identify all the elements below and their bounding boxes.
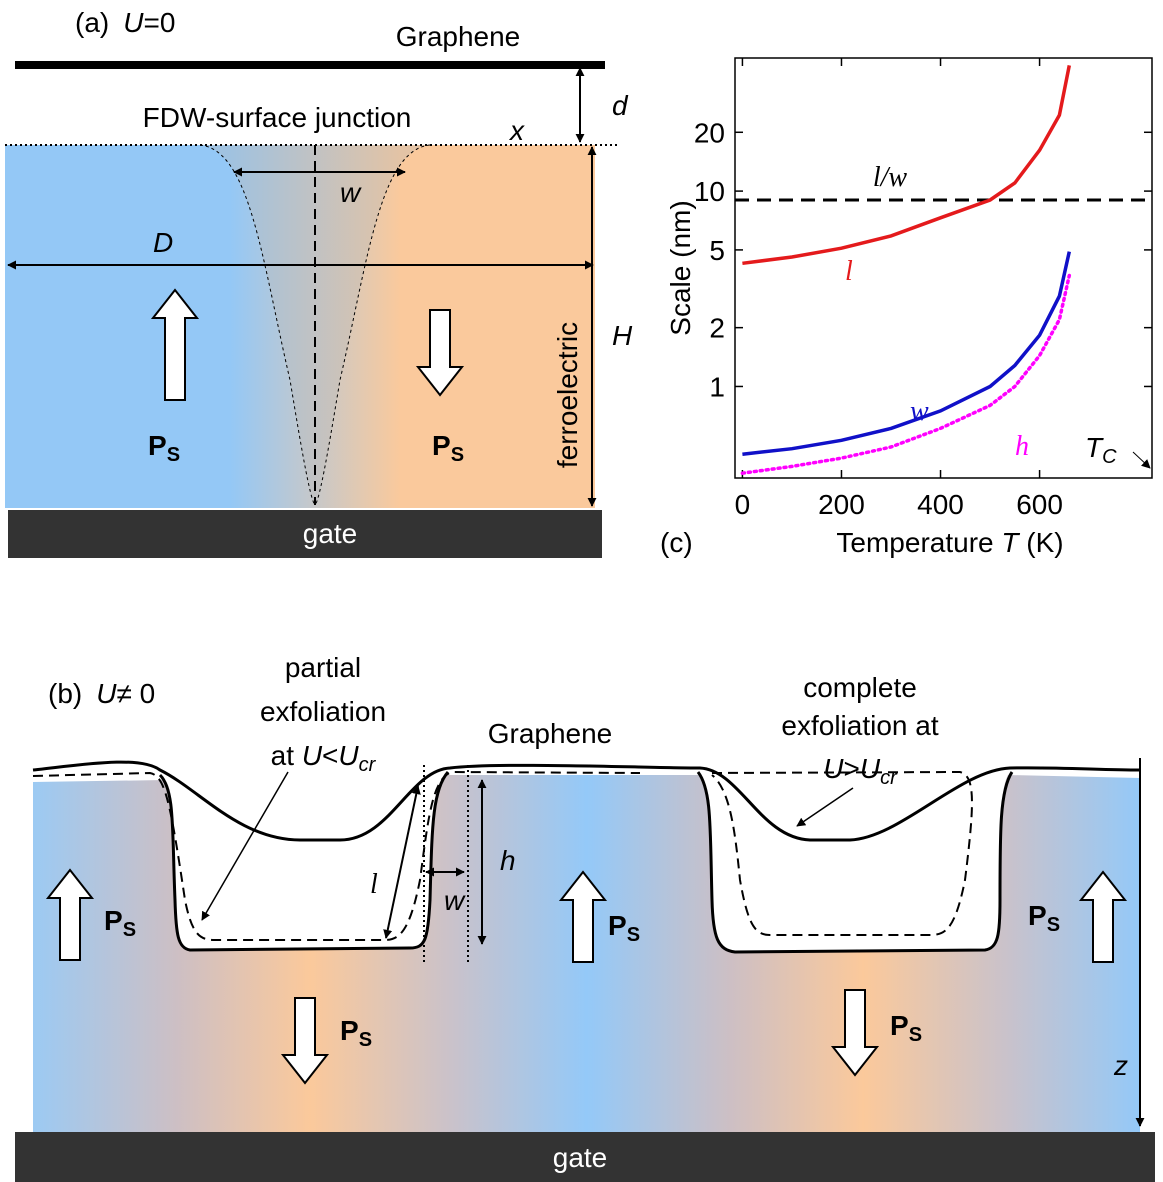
- partial-graphene: [711, 770, 973, 936]
- polarization-arrow: [1078, 870, 1128, 963]
- plot-frame: [734, 57, 1153, 479]
- panel-label: (b) U≠ 0: [48, 678, 155, 709]
- x-label: x: [508, 115, 525, 146]
- polarization-arrow: [45, 868, 95, 961]
- y-tick-label: 5: [709, 235, 725, 266]
- material-label: ferroelectric: [552, 322, 583, 468]
- callout-line: [201, 771, 289, 921]
- partial-label: partial: [285, 652, 361, 683]
- y-tick-label: 2: [709, 313, 725, 344]
- polarization-label: PS: [1028, 900, 1060, 936]
- panel-label: (a) U=0: [75, 7, 175, 38]
- x-tick-label: 200: [818, 489, 865, 520]
- panel-a: (a) U=0 Graphene FDW-surface junction x d…: [5, 7, 633, 558]
- gate-label: gate: [553, 1142, 608, 1173]
- y-tick-label: 1: [709, 371, 725, 402]
- series-line: [742, 65, 1072, 266]
- polarization-arrow: [558, 870, 608, 963]
- H-label: H: [612, 320, 633, 351]
- complete-label: exfoliation at: [781, 710, 938, 741]
- w-label: w: [444, 885, 466, 916]
- l-arrow: [383, 785, 421, 939]
- polarization-arrow: [415, 309, 465, 397]
- polarization-arrow: [830, 989, 880, 1077]
- graphene-label: Graphene: [488, 718, 613, 749]
- complete-label: complete: [803, 672, 917, 703]
- pit-outline: [158, 771, 450, 952]
- polarization-arrow: [280, 997, 330, 1085]
- polarization-label: PS: [608, 910, 640, 946]
- polarization-label: PS: [104, 905, 136, 941]
- D-label: D: [153, 227, 173, 258]
- polarization-label: PS: [148, 430, 180, 466]
- h-label: h: [500, 845, 516, 876]
- l-label: l: [370, 869, 378, 900]
- w-label: w: [340, 177, 362, 208]
- series-line: [742, 251, 1072, 456]
- partial-label: exfoliation: [260, 696, 386, 727]
- callout-line: [796, 787, 854, 827]
- polarization-label: PS: [890, 1010, 922, 1046]
- series-label: h: [1015, 431, 1029, 462]
- graphene-sheet: [32, 760, 1141, 842]
- series-label: w: [910, 396, 929, 427]
- gate-electrode: [8, 510, 602, 558]
- series-line: [740, 273, 1072, 475]
- pit-outline: [696, 771, 1014, 954]
- d-label: d: [612, 90, 629, 121]
- partial-label: at U<Ucr: [271, 740, 377, 776]
- graphene-label: Graphene: [396, 21, 521, 52]
- ferroelectric-body: [5, 145, 595, 508]
- complete-label: U>Ucr: [823, 753, 898, 789]
- polarization-label: PS: [432, 430, 464, 466]
- polarization-arrow: [150, 288, 200, 401]
- x-tick-label: 600: [1016, 489, 1063, 520]
- x-tick-label: 0: [735, 489, 751, 520]
- x-axis-label: Temperature T (K): [836, 527, 1063, 558]
- y-tick-label: 20: [694, 117, 725, 148]
- panel-label: (c): [660, 527, 693, 558]
- gate-label: gate: [303, 518, 358, 549]
- y-axis-label: Scale (nm): [665, 200, 696, 335]
- y-tick-label: 10: [694, 176, 725, 207]
- tc-annotation: TC: [1085, 432, 1117, 468]
- tc-arrow: [1132, 451, 1151, 469]
- reference-label: l/w: [873, 162, 908, 193]
- z-label: z: [1113, 1050, 1128, 1081]
- series-label: l: [845, 256, 853, 287]
- wall-profile: [199, 144, 316, 506]
- gate-electrode: [15, 1132, 1155, 1182]
- junction-label: FDW-surface junction: [143, 102, 412, 133]
- x-tick-label: 400: [917, 489, 964, 520]
- panel-c: Scale (nm) Temperature T (K) (c) TC 1 2 5 1…: [660, 57, 1153, 558]
- polarization-label: PS: [340, 1015, 372, 1051]
